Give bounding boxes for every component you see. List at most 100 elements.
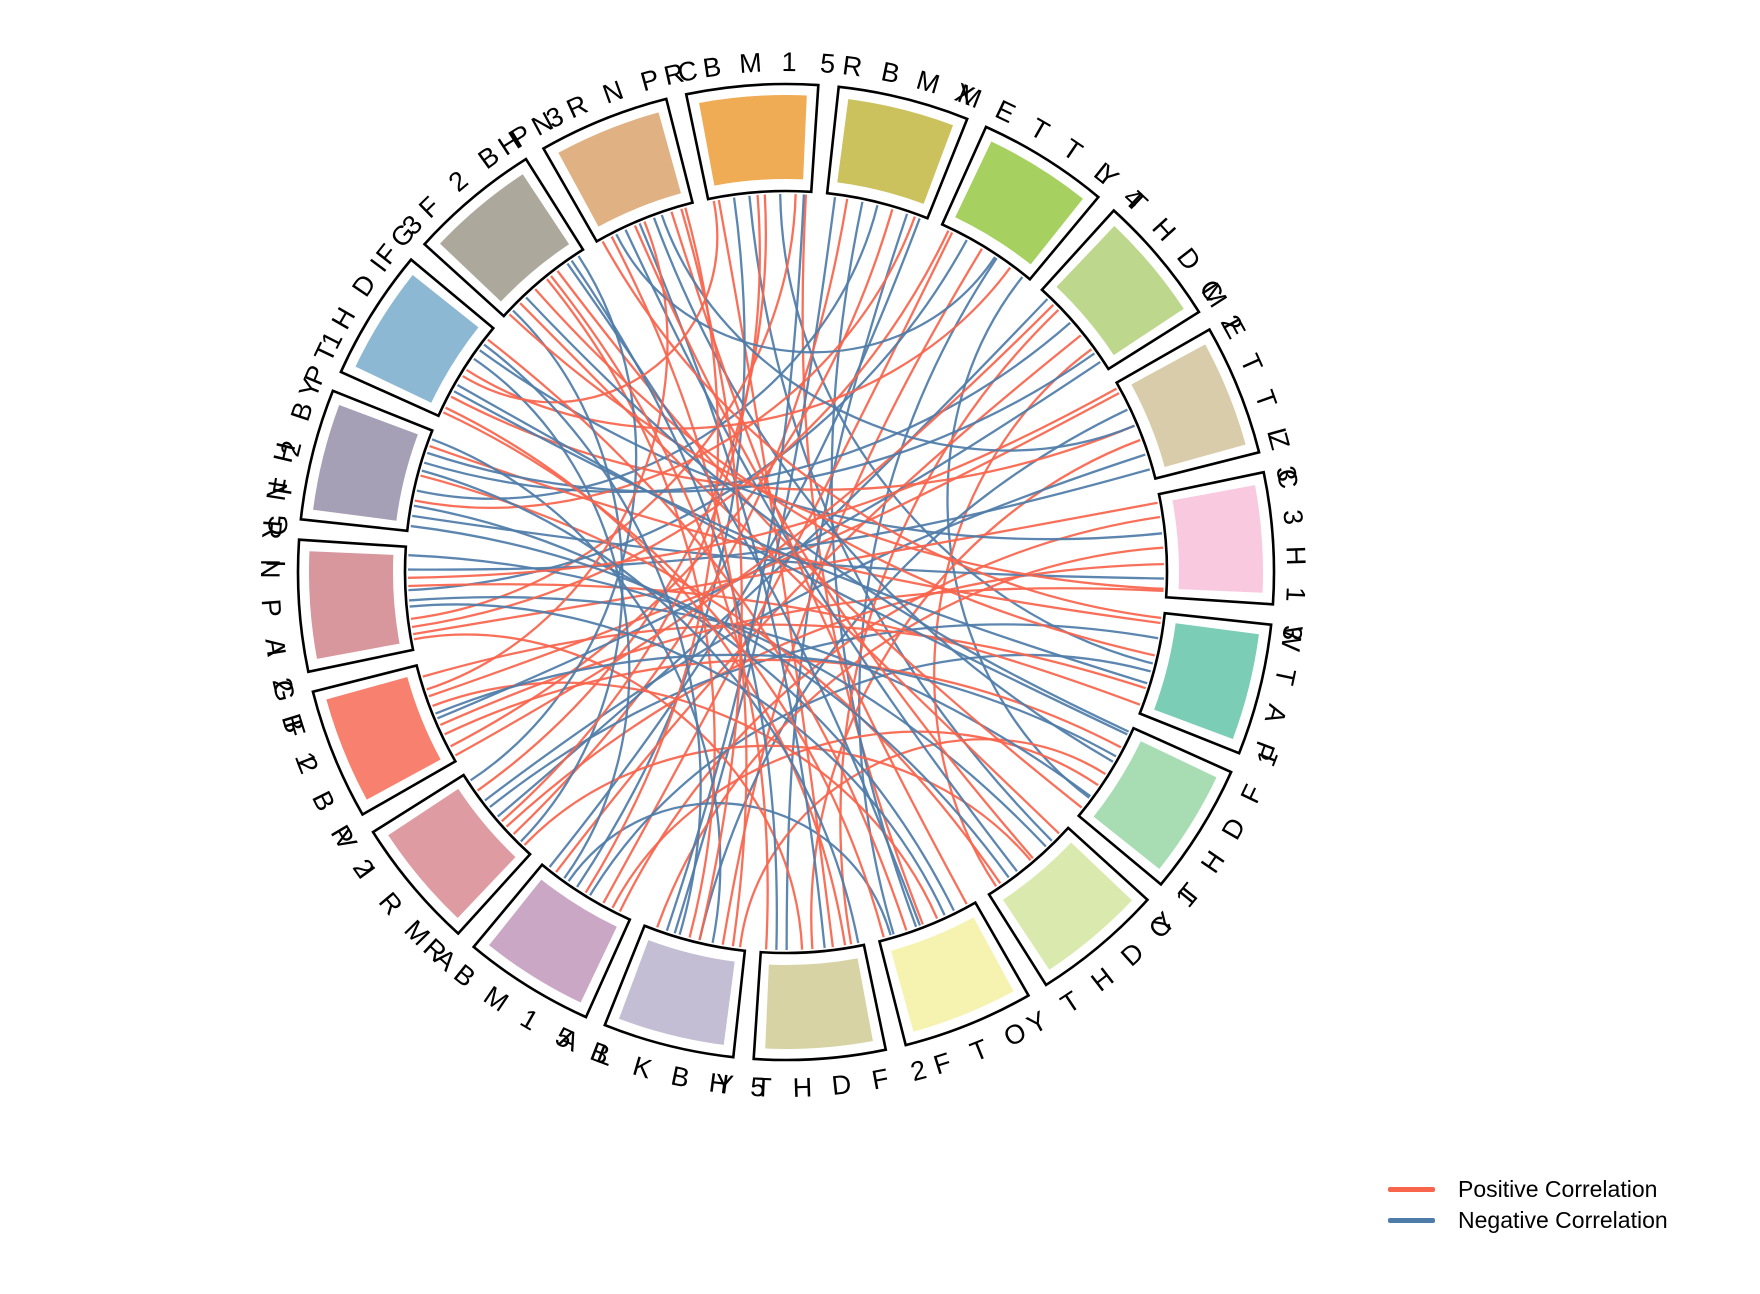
chord-link-negative (423, 321, 1071, 493)
chord-link-negative (469, 255, 638, 782)
label-char: M (478, 980, 513, 1017)
label-char: N (255, 559, 285, 579)
chord-link-positive (422, 623, 1147, 690)
label-char: R (562, 89, 592, 124)
chord-link-positive (414, 216, 916, 509)
label-char: T (1249, 386, 1283, 412)
chord-link-positive (450, 208, 894, 748)
chord-link-positive (476, 194, 767, 792)
chord-link-negative (408, 595, 1092, 798)
sector-fill (1093, 741, 1217, 869)
label-char: E (991, 94, 1020, 129)
sector-fill (618, 940, 735, 1045)
label-char: 3 (1277, 508, 1308, 526)
chord-link-negative (421, 469, 860, 944)
chord-link-negative (412, 514, 1164, 580)
label-char: B (285, 398, 319, 425)
chord-link-positive (411, 230, 950, 629)
chord-link-positive (550, 275, 769, 950)
chord-link-negative (946, 276, 1090, 799)
label-char: 5 (750, 1072, 767, 1103)
label-char: 3 (1277, 624, 1309, 643)
sector-fill (1002, 842, 1133, 970)
sector-fill (1131, 344, 1246, 467)
chord-link-positive (505, 562, 1164, 828)
chord-link-negative (409, 603, 946, 916)
label-char: D (830, 1069, 853, 1101)
chord-link-positive (462, 200, 719, 404)
sector-fill (891, 917, 1014, 1032)
label-char: D (346, 269, 382, 302)
sector-fill (558, 112, 681, 227)
chord-link-positive (556, 270, 1083, 809)
chord-link-positive (442, 411, 885, 938)
legend-item-positive: Positive Correlation (1388, 1174, 1668, 1205)
sectors-layer: R B M 1 5 R B M XM ETTL4YTHDC2METTL3ZC3H13WTAPYTH… (255, 47, 1311, 1103)
label-char: B (879, 56, 903, 89)
label-char: T (1121, 185, 1154, 218)
label-char: T (1025, 112, 1054, 146)
label-char: 2 (275, 438, 308, 460)
label-char: F (267, 476, 299, 497)
label-char: F (869, 1063, 891, 1096)
label-char: H (326, 302, 362, 334)
label-char: F (413, 191, 446, 224)
chord-link-negative (483, 343, 702, 936)
chord-link-positive (413, 633, 804, 950)
label-char: T (1057, 133, 1088, 167)
chord-link-negative (456, 383, 1128, 736)
chord-link-positive (445, 406, 847, 946)
chord-link-positive (633, 225, 1034, 859)
chord-link-negative (408, 554, 1047, 848)
sector-fill (699, 95, 807, 186)
label-char: T (1269, 665, 1302, 687)
label-char: 1 (1280, 586, 1311, 602)
chord-link-negative (413, 504, 955, 912)
label-char: P (256, 598, 287, 618)
sector-fill (489, 879, 617, 1003)
label-char: M (913, 65, 943, 100)
label-char: H (1195, 845, 1231, 878)
chord-link-negative (748, 195, 1053, 842)
legend-item-negative: Negative Correlation (1388, 1205, 1668, 1236)
sector-fill (1172, 485, 1263, 593)
chord-link-negative (624, 229, 1018, 872)
label-char: F (1235, 780, 1269, 808)
label-char: W (1275, 624, 1308, 654)
chord-link-negative (435, 653, 1117, 758)
label-char: A (1259, 701, 1293, 727)
chord-link-positive (610, 236, 748, 947)
label-char: Z (1262, 429, 1295, 453)
sector-HNRNPC: HN R N P C (493, 55, 700, 244)
chord-link-negative (512, 309, 624, 843)
label-char: T (966, 1033, 993, 1067)
label-char: P (637, 64, 662, 98)
chord-link-positive (428, 392, 1120, 698)
chord-link-positive (839, 309, 1060, 945)
chord-link-positive (410, 194, 797, 620)
chord-link-negative (567, 802, 892, 936)
label-char: M (1196, 278, 1233, 313)
label-char: H (1086, 962, 1120, 998)
sector-fill (313, 404, 418, 521)
label-char: A (259, 636, 291, 658)
chord-link-positive (555, 334, 1082, 873)
chord-link-negative (484, 453, 1146, 802)
chord-link-positive (454, 303, 1055, 757)
label-char: F (930, 1047, 955, 1081)
label-char: D (1171, 242, 1207, 276)
chord-link-positive (519, 302, 1060, 835)
sector-fill (1056, 225, 1184, 356)
positive-correlation-line-swatch (1388, 1187, 1435, 1192)
label-char: C (1143, 910, 1178, 945)
